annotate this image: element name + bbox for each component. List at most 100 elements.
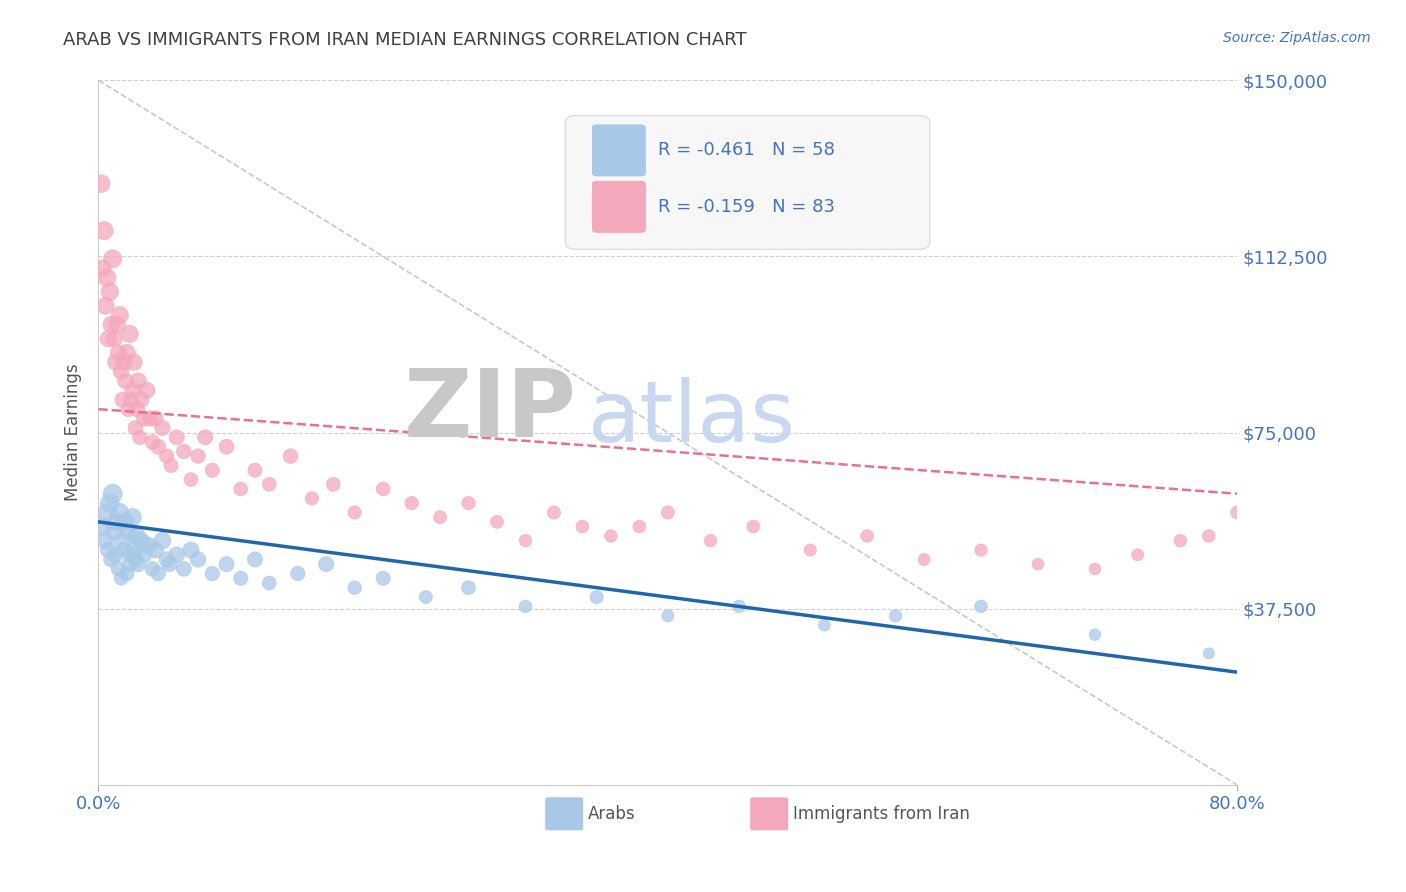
Point [742,519,765,533]
Point [129,533,152,548]
Point [229,482,252,496]
Point [122,543,145,558]
Point [1354,566,1376,581]
Point [343,581,366,595]
Point [173,562,195,576]
Point [856,529,879,543]
Point [515,599,537,614]
Text: ARAB VS IMMIGRANTS FROM IRAN MEDIAN EARNINGS CORRELATION CHART: ARAB VS IMMIGRANTS FROM IRAN MEDIAN EARN… [63,31,747,49]
Point [1254,519,1277,533]
Point [124,552,146,566]
Point [132,548,155,562]
Point [141,435,163,450]
Point [970,543,993,558]
Point [415,590,437,604]
Point [91,261,114,276]
Point [180,473,202,487]
Point [187,552,209,566]
Point [132,411,155,425]
Point [373,571,395,585]
Point [91,519,114,533]
Point [120,548,142,562]
Point [343,506,366,520]
Point [322,477,344,491]
Point [259,576,281,591]
Point [128,430,150,444]
Point [124,421,146,435]
Point [94,299,117,313]
Point [117,524,139,539]
Point [115,345,138,359]
Point [105,318,128,332]
Point [657,608,679,623]
Point [287,566,309,581]
Point [243,552,266,566]
Point [243,463,266,477]
Point [104,355,127,369]
Point [145,543,167,558]
Point [112,543,135,558]
Point [229,571,252,585]
Point [135,384,157,398]
Point [401,496,423,510]
Point [160,458,183,473]
Point [111,533,134,548]
Point [129,392,152,407]
Point [148,566,170,581]
Point [114,515,136,529]
Point [1126,548,1149,562]
Point [1326,543,1348,558]
Point [799,543,821,558]
FancyBboxPatch shape [546,797,583,830]
Point [159,557,181,571]
Text: R = -0.159   N = 83: R = -0.159 N = 83 [658,198,835,216]
Point [728,599,751,614]
Point [105,515,128,529]
Point [97,332,120,346]
Point [1340,552,1362,566]
Point [152,533,174,548]
Point [96,506,118,520]
Point [173,444,195,458]
Point [103,332,125,346]
Text: Source: ZipAtlas.com: Source: ZipAtlas.com [1223,31,1371,45]
Point [457,496,479,510]
FancyBboxPatch shape [565,116,929,250]
Point [156,449,179,463]
Point [813,618,835,632]
Point [315,557,337,571]
Point [699,533,721,548]
Point [373,482,395,496]
Point [1198,647,1220,661]
Point [585,590,607,604]
Text: atlas: atlas [588,377,796,460]
Text: R = -0.461   N = 58: R = -0.461 N = 58 [658,142,835,160]
Point [101,486,124,500]
Point [148,440,170,454]
Point [1026,557,1049,571]
Point [1298,496,1320,510]
Point [201,463,224,477]
Point [94,533,117,548]
Point [543,506,565,520]
Point [108,506,131,520]
Point [103,524,125,539]
Point [301,491,323,506]
Point [1312,519,1334,533]
Point [141,562,163,576]
Point [121,510,143,524]
Y-axis label: Median Earnings: Median Earnings [65,364,83,501]
Point [1368,576,1391,591]
Point [117,402,139,417]
Point [970,599,993,614]
Point [127,557,149,571]
Text: Arabs: Arabs [588,805,636,822]
Point [166,430,188,444]
Point [457,581,479,595]
Point [1170,533,1192,548]
Point [1284,506,1306,520]
FancyBboxPatch shape [592,180,647,233]
Point [215,557,238,571]
Point [107,345,129,359]
Point [125,529,148,543]
